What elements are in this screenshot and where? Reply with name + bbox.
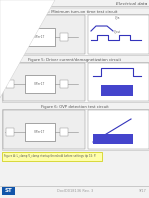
Bar xyxy=(3,110,85,149)
Bar xyxy=(3,15,85,54)
Text: VIPer17: VIPer17 xyxy=(34,35,46,39)
Bar xyxy=(2,62,149,102)
Text: V_out: V_out xyxy=(114,29,122,33)
Text: Figure 5: Driver current/demagnetization circuit: Figure 5: Driver current/demagnetization… xyxy=(28,58,121,62)
Polygon shape xyxy=(0,0,55,98)
Bar xyxy=(2,187,15,195)
Bar xyxy=(2,14,149,55)
Text: ST: ST xyxy=(5,188,12,193)
Text: Figure A: L_clamp V_clamp startup threshold before settings tip 15: P.: Figure A: L_clamp V_clamp startup thresh… xyxy=(4,154,96,159)
Text: VIPer17: VIPer17 xyxy=(34,130,46,134)
Bar xyxy=(60,128,68,136)
Bar xyxy=(2,152,102,161)
Bar xyxy=(6,33,14,41)
Bar xyxy=(93,134,133,144)
Text: 9/17: 9/17 xyxy=(139,189,147,193)
Bar xyxy=(88,15,149,54)
Text: VIPer17: VIPer17 xyxy=(34,82,46,86)
Bar xyxy=(60,80,68,88)
Text: DocID018136 Rev. 3: DocID018136 Rev. 3 xyxy=(57,189,93,193)
Text: Figure 4: Minimum turn-on time test circuit: Figure 4: Minimum turn-on time test circ… xyxy=(33,10,117,14)
Bar xyxy=(25,28,55,46)
Text: Figure 6: OVP detection test circuit: Figure 6: OVP detection test circuit xyxy=(41,105,109,109)
Bar xyxy=(25,123,55,141)
Bar xyxy=(2,109,149,150)
Bar xyxy=(60,33,68,41)
Bar xyxy=(6,80,14,88)
Bar xyxy=(3,63,85,101)
Bar xyxy=(88,63,149,101)
Bar xyxy=(25,75,55,93)
Bar xyxy=(101,85,133,96)
Bar xyxy=(88,110,149,149)
Text: V_in: V_in xyxy=(115,15,121,19)
Text: Electrical data: Electrical data xyxy=(116,2,147,6)
Bar xyxy=(6,128,14,136)
